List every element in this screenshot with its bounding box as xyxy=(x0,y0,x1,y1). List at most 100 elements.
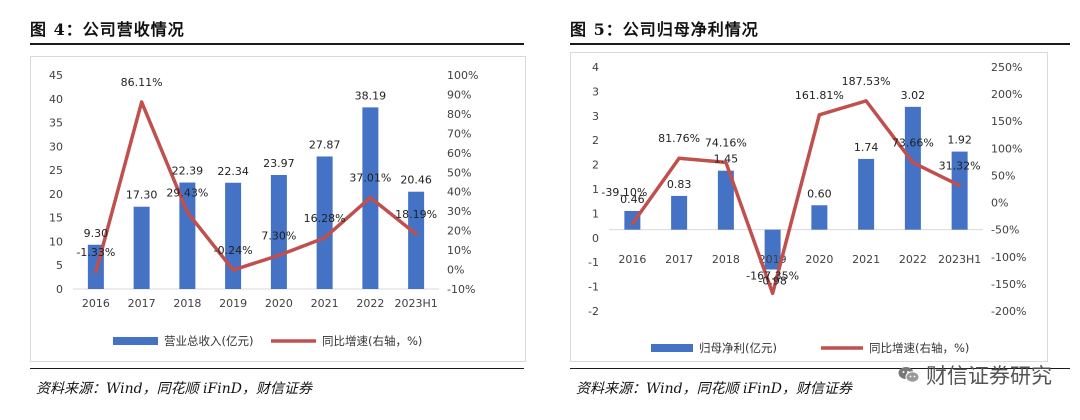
growth-point xyxy=(724,160,728,164)
y-left-tick-label: 4 xyxy=(592,61,599,74)
x-category-label: 2017 xyxy=(665,253,693,266)
bar-value-label: 1.45 xyxy=(714,153,739,166)
growth-line xyxy=(630,99,961,296)
growth-value-label: 74.16% xyxy=(705,136,747,149)
figure-5-chart-frame: -2 -1 -1 0 1 1 2 2 3 3 4 -200% -150% -100% -50% 0% 50% 10… xyxy=(570,52,1048,362)
figure-4-title: 图 4：公司营收情况 xyxy=(30,20,185,39)
bar xyxy=(858,158,875,230)
legend-bar-label: 归母净利(亿元) xyxy=(699,341,777,355)
growth-point xyxy=(368,195,372,200)
bar-value-label: 9.30 xyxy=(84,227,109,240)
bar-value-label: 1.92 xyxy=(947,134,972,147)
bar-value-label: -0.98 xyxy=(758,275,786,288)
x-category-label: 2020 xyxy=(265,297,293,310)
x-category-label: 2022 xyxy=(356,297,384,310)
growth-point xyxy=(864,99,868,103)
bar xyxy=(904,106,921,230)
x-category-label: 2021 xyxy=(852,253,880,266)
growth-point xyxy=(414,232,418,236)
figure-5-title: 图 5：公司归母净利情况 xyxy=(570,20,759,39)
y-right-tick-label: 90% xyxy=(447,88,471,101)
y-right-tick-label: 0% xyxy=(447,264,464,277)
x-category-label: 2022 xyxy=(899,253,927,266)
bar-value-label: 38.19 xyxy=(355,89,387,102)
figure-5-panel: 图 5：公司归母净利情况 -2 -1 -1 0 1 1 2 2 3 3 4 -200% -150% -10… xyxy=(560,0,1080,420)
growth-point xyxy=(771,291,775,295)
wechat-icon xyxy=(898,367,920,383)
growth-value-label: 16.28% xyxy=(304,212,346,225)
y-left-tick-label: 3 xyxy=(592,110,599,123)
y-left-tick-label: 20 xyxy=(49,188,63,201)
growth-value-label: 29.43% xyxy=(166,186,208,199)
bar-value-label: 17.30 xyxy=(126,189,158,202)
growth-value-label: -39.10% xyxy=(601,186,647,199)
y-left-tick-label: -1 xyxy=(588,256,599,269)
growth-point xyxy=(231,268,235,272)
bar xyxy=(225,182,242,289)
growth-value-label: 7.30% xyxy=(261,229,296,242)
y-left-tick-label: 0 xyxy=(56,283,63,296)
revenue-chart: 0 5 10 15 20 25 30 35 40 45 -10% 0% 10% 20% 30% 40% 50% 6… xyxy=(49,69,478,348)
y-right-tick-label: 50% xyxy=(447,166,471,179)
growth-value-label: 73.66% xyxy=(892,137,934,150)
y-right-tick-label: -200% xyxy=(991,305,1026,318)
figure-5-source: 资料来源：Wind，同花顺 iFinD，财信证券 xyxy=(576,381,852,397)
y-right-tick-label: 0% xyxy=(991,197,1008,210)
bar-value-label: 3.02 xyxy=(901,89,926,102)
figure-4-panel: 图 4：公司营收情况 0 5 10 15 20 25 30 35 40 45 -10% 0% 10% 20… xyxy=(0,0,532,420)
bar-value-label: 27.87 xyxy=(309,138,341,151)
growth-point xyxy=(817,113,821,117)
y-left-tick-label: 2 xyxy=(592,159,599,172)
y-right-tick-label: 10% xyxy=(447,244,471,257)
y-left-tick-label: 15 xyxy=(49,212,63,225)
x-category-label: 2019 xyxy=(219,297,247,310)
y-right-tick-label: 250% xyxy=(991,61,1022,74)
x-category-label: 2020 xyxy=(805,253,833,266)
y-left-tick-label: 40 xyxy=(49,93,63,106)
growth-point xyxy=(677,156,681,160)
y-right-tick-label: 60% xyxy=(447,147,471,160)
growth-point xyxy=(323,236,327,240)
growth-value-label: 86.11% xyxy=(121,76,163,89)
bar-value-label: 23.97 xyxy=(263,157,295,170)
y-left-tick-label: 25 xyxy=(49,164,63,177)
x-category-label: 2023H1 xyxy=(394,297,437,310)
x-category-label: 2018 xyxy=(712,253,740,266)
x-category-label: 2017 xyxy=(128,297,156,310)
x-category-label: 2021 xyxy=(311,297,339,310)
y-right-tick-label: -150% xyxy=(991,278,1026,291)
y-right-tick-label: 70% xyxy=(447,127,471,140)
growth-point xyxy=(911,161,915,165)
growth-line xyxy=(94,100,418,273)
y-left-tick-label: 35 xyxy=(49,117,63,130)
y-left-tick-label: 1 xyxy=(592,207,599,220)
y-left-tick-label: 1 xyxy=(592,183,599,196)
figure-4-chart-frame: 0 5 10 15 20 25 30 35 40 45 -10% 0% 10% 20% 30% 40% 50% 6… xyxy=(30,56,526,362)
bar-value-label: 0.60 xyxy=(807,187,832,200)
x-category-label: 2016 xyxy=(82,297,110,310)
legend-line-label: 同比增速(右轴，%) xyxy=(322,334,422,348)
watermark: 财信证券研究 xyxy=(898,360,1052,390)
bar-value-label: 0.46 xyxy=(620,193,645,206)
y-right-tick-label: 100% xyxy=(991,142,1022,155)
growth-value-label: -167.35% xyxy=(746,269,799,282)
y-left-tick-label: 10 xyxy=(49,235,63,248)
bar xyxy=(951,151,968,230)
growth-point xyxy=(94,270,98,274)
growth-value-label: 81.76% xyxy=(658,132,700,145)
bar-value-label: 22.34 xyxy=(217,165,249,178)
y-right-tick-label: 50% xyxy=(991,169,1015,182)
growth-point xyxy=(958,183,962,188)
watermark-text: 财信证券研究 xyxy=(926,364,1052,388)
y-right-tick-label: 100% xyxy=(447,69,478,82)
growth-point xyxy=(185,210,189,214)
growth-value-label: 161.81% xyxy=(795,89,844,102)
bar xyxy=(133,206,150,289)
y-right-tick-label: -10% xyxy=(447,283,475,296)
bar-value-label: 0.83 xyxy=(667,178,692,191)
bar-value-label: 22.39 xyxy=(172,165,204,178)
figure-5-source-rule xyxy=(570,368,1070,369)
legend-bar-swatch xyxy=(651,344,693,352)
y-right-tick-label: 20% xyxy=(447,225,471,238)
figure-4-source-rule xyxy=(30,368,524,369)
